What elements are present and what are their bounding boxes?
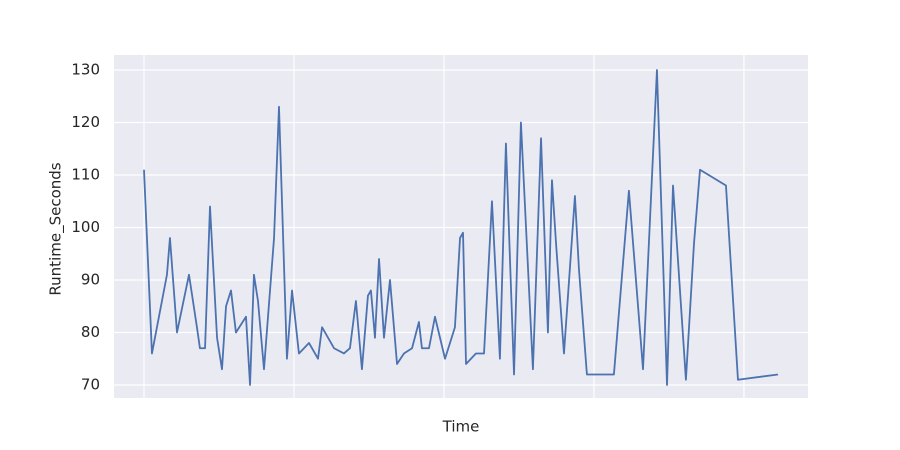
grid: [114, 55, 808, 398]
y-tick-label: 110: [71, 166, 100, 184]
y-tick-label: 100: [71, 218, 100, 236]
ticks: 70 80 90 100 110 120 130: [71, 61, 100, 394]
plot-area: [114, 55, 808, 398]
y-tick-label: 120: [71, 113, 100, 131]
data-line: [143, 69, 779, 386]
y-tick-label: 90: [81, 270, 100, 288]
y-axis-label: Runtime_Seconds: [47, 162, 66, 295]
lines: [143, 69, 779, 386]
y-tick-label: 130: [71, 61, 100, 79]
y-tick-label: 70: [81, 375, 100, 393]
x-axis-label: Time: [442, 418, 480, 436]
y-tick-label: 80: [81, 323, 100, 341]
